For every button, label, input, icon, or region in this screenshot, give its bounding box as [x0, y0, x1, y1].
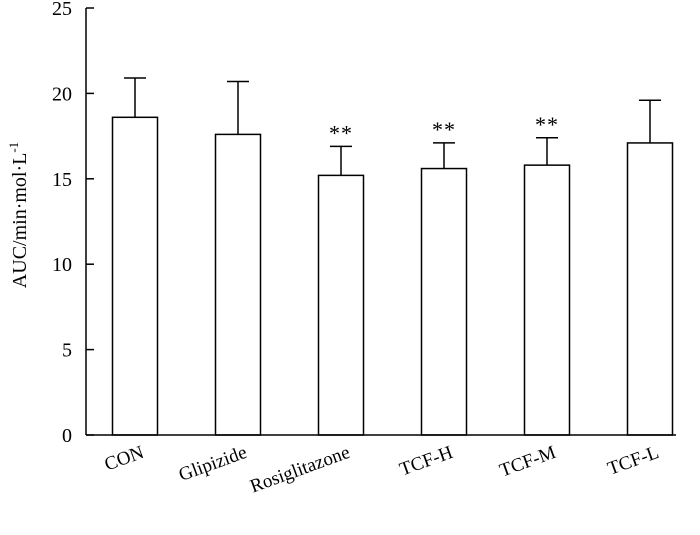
y-tick-label: 5: [62, 340, 72, 362]
significance-label: **: [329, 120, 353, 145]
x-tick-label: TCF-L: [605, 442, 662, 480]
x-tick-label: CON: [102, 442, 147, 476]
significance-label: **: [432, 117, 456, 142]
y-axis-label-superscript: -1: [6, 142, 21, 153]
bar: [317, 174, 365, 436]
x-tick-label: TCF-M: [497, 442, 559, 482]
y-axis-label: AUC/min·mol·L-1: [6, 142, 31, 288]
y-tick-label: 20: [52, 83, 72, 105]
y-axis-label-main: AUC/min·mol·L: [9, 153, 31, 289]
y-tick-label: 15: [52, 169, 72, 191]
bars: ** ** **: [111, 77, 674, 436]
bar: [111, 116, 159, 436]
bar: [523, 164, 571, 436]
bar: [420, 167, 468, 436]
x-tick-label: Glipizide: [176, 442, 250, 486]
y-tick-label: 0: [62, 425, 72, 447]
y-tick-label: 25: [52, 0, 72, 20]
bar: [214, 133, 262, 436]
x-tick-label: Rosiglitazone: [247, 442, 352, 497]
bar: [626, 142, 674, 436]
y-axis: 0 5 10 15 20 25: [52, 0, 94, 447]
significance-label: **: [535, 112, 559, 137]
y-tick-label: 10: [52, 254, 72, 276]
x-tick-label: TCF-H: [397, 442, 456, 481]
